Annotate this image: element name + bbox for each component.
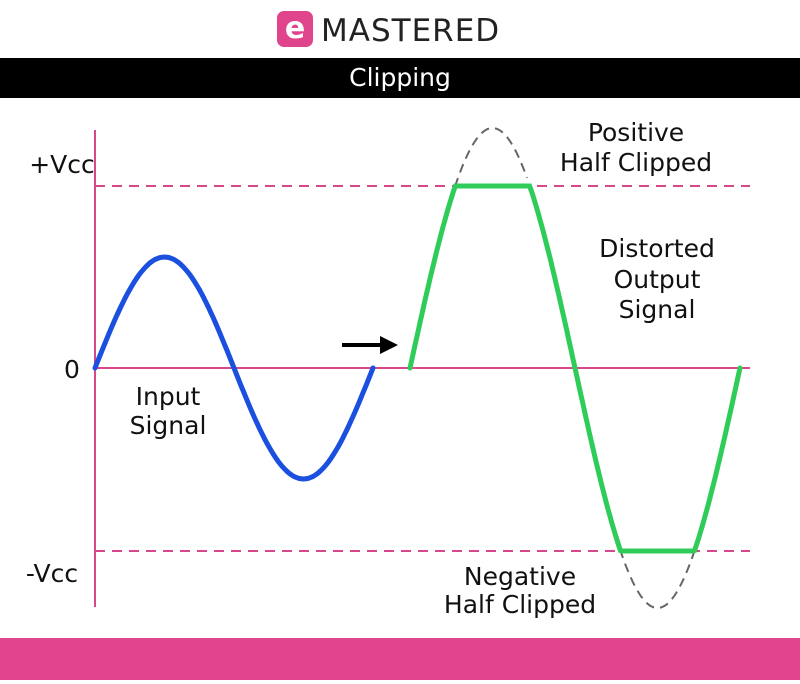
- negative-label-1: Negative: [464, 562, 576, 591]
- logo-icon: [277, 11, 313, 47]
- input-label-1: Input: [136, 382, 201, 411]
- input-label-2: Signal: [130, 411, 207, 440]
- vcc-label: +Vcc: [29, 150, 95, 179]
- output-label-3: Signal: [619, 295, 696, 324]
- positive-label-1: Positive: [588, 118, 684, 147]
- positive-label-2: Half Clipped: [560, 148, 712, 177]
- negative-label-2: Half Clipped: [444, 590, 596, 619]
- output-label-1: Distorted: [599, 234, 715, 263]
- output-label-2: Output: [614, 265, 701, 294]
- neg-vcc-label: -Vcc: [26, 559, 78, 588]
- footer-bar: [0, 638, 800, 680]
- arrow-head: [380, 336, 398, 354]
- logo-e: e: [285, 11, 305, 46]
- zero-label: 0: [64, 355, 80, 384]
- clipped-portion: [454, 126, 696, 610]
- input-signal: [92, 254, 376, 482]
- logo-text: MASTERED: [321, 13, 500, 49]
- title-bar: [0, 58, 800, 98]
- output-signal: [407, 183, 743, 554]
- title: Clipping: [349, 63, 451, 92]
